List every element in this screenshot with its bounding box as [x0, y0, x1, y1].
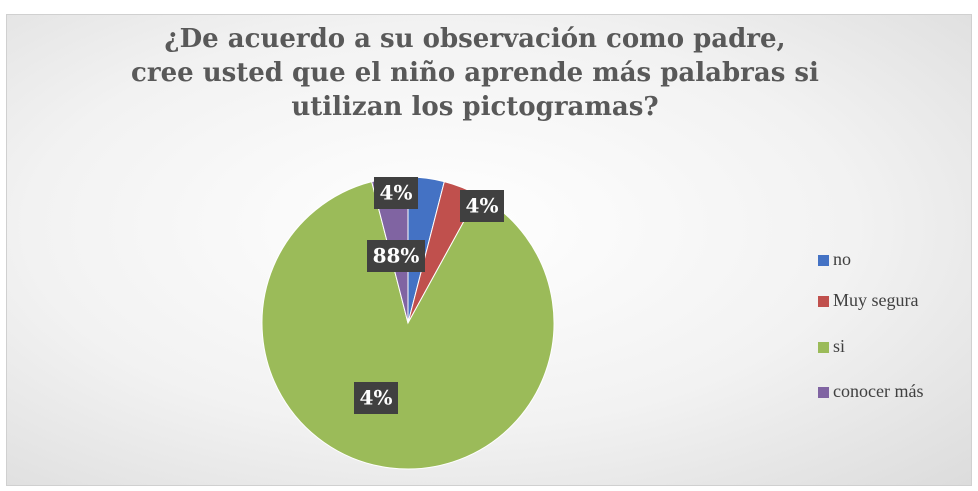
- legend-swatch: [818, 255, 829, 266]
- chart-title: ¿De acuerdo a su observación como padre,…: [131, 24, 819, 122]
- legend-label: conocer más: [833, 381, 923, 401]
- data-label-box: [367, 240, 425, 272]
- legend-swatch: [818, 296, 829, 307]
- data-label-box: [374, 177, 418, 209]
- data-label: 88%: [373, 244, 420, 268]
- data-label: 4%: [380, 181, 413, 205]
- data-label: 4%: [360, 386, 393, 410]
- legend-label: no: [833, 249, 851, 269]
- legend-label: Muy segura: [833, 290, 918, 310]
- data-label: 4%: [466, 194, 499, 218]
- data-label-box: [460, 190, 504, 222]
- legend-swatch: [818, 342, 829, 353]
- pie-slice: [261, 180, 555, 470]
- data-label-box: [354, 382, 398, 414]
- legend-label: si: [833, 336, 845, 356]
- legend-swatch: [818, 387, 829, 398]
